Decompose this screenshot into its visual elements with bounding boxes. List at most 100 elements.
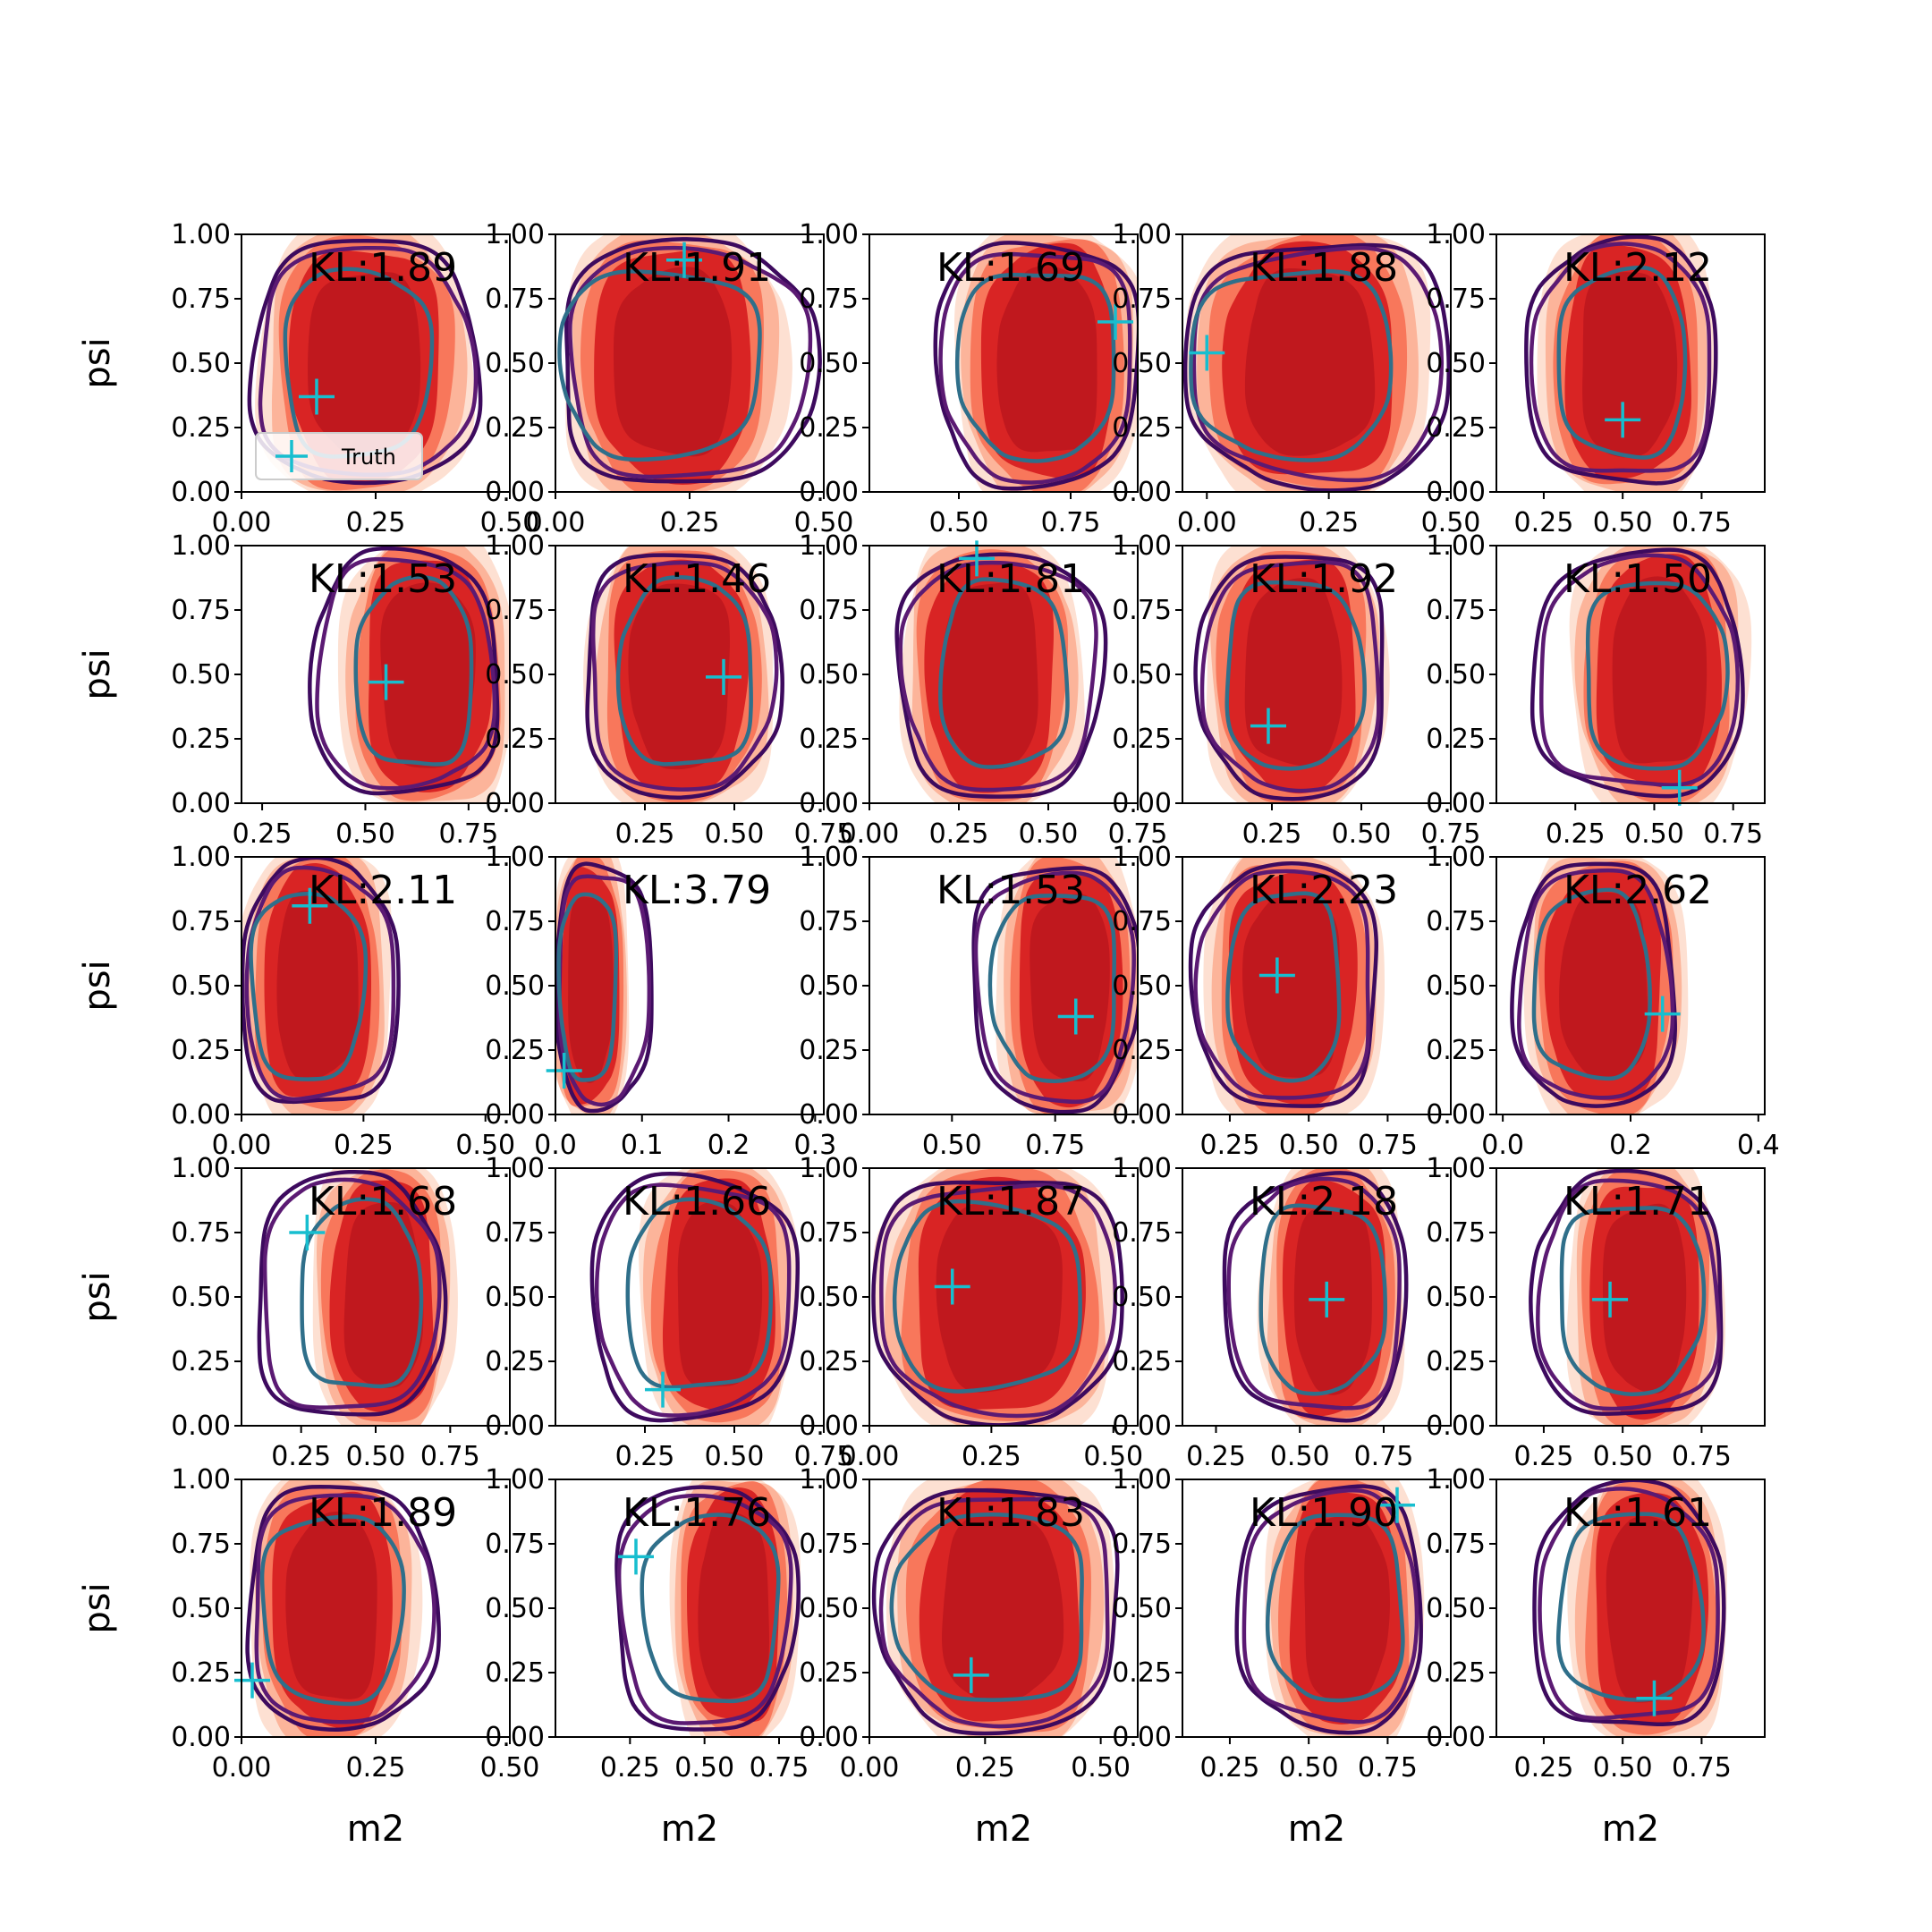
density-fill-level-5 bbox=[936, 1203, 1063, 1393]
x-axis-label: m2 bbox=[975, 1809, 1032, 1850]
truth-marker bbox=[1057, 998, 1094, 1035]
y-tick-label: 0.50 bbox=[1426, 1282, 1486, 1313]
x-tick-label: 0.50 bbox=[1421, 507, 1481, 538]
kl-annotation: KL:1.88 bbox=[1250, 245, 1398, 291]
subplot-18: 0.00 0.25 0.50 0.75 1.00 0.00 0.25 0.50 KL:1.87 bbox=[799, 1153, 1143, 1472]
x-tick-label: 0.50 bbox=[1279, 1752, 1339, 1784]
kl-annotation: KL:1.90 bbox=[1250, 1490, 1398, 1536]
y-tick-label: 1.00 bbox=[485, 530, 545, 562]
contour-middle bbox=[879, 1182, 1118, 1419]
y-tick-label: 0.75 bbox=[1426, 1217, 1486, 1249]
y-tick-label: 0.75 bbox=[799, 906, 859, 937]
y-tick-label: 0.00 bbox=[1426, 477, 1486, 508]
y-tick-label: 0.00 bbox=[485, 477, 545, 508]
y-tick-label: 1.00 bbox=[799, 1464, 859, 1496]
truth-marker bbox=[1189, 335, 1225, 371]
x-tick-label: 0.25 bbox=[1514, 1441, 1574, 1472]
contour-inner bbox=[1225, 891, 1342, 1083]
x-tick-label: 0.50 bbox=[705, 1441, 765, 1472]
y-tick-label: 0.00 bbox=[485, 1411, 545, 1442]
kl-annotation: KL:1.46 bbox=[623, 556, 771, 602]
subplot-15: 0.00 0.25 0.50 0.75 1.00 0.0 0.2 0.4 KL:2.62 bbox=[1426, 842, 1780, 1161]
x-tick-label: 0.0 bbox=[534, 1130, 577, 1161]
y-tick-label: 0.50 bbox=[799, 1282, 859, 1313]
density-fill-level-5 bbox=[1242, 892, 1340, 1078]
x-tick-label: 0.0 bbox=[1481, 1130, 1524, 1161]
x-tick-label: 0.25 bbox=[929, 818, 989, 850]
subplot-6: 0.000.250.500.751.000.25 0.50 0.75KL:1.53p… bbox=[77, 530, 511, 850]
truth-marker bbox=[1379, 1487, 1415, 1523]
x-tick-label: 0.25 bbox=[660, 507, 720, 538]
density-fill-level-5 bbox=[1244, 268, 1376, 456]
y-axis-label: psi bbox=[77, 337, 118, 388]
y-tick-label: 0.50 bbox=[171, 1593, 231, 1624]
subplot-20: 0.00 0.25 0.50 0.75 1.00 0.25 0.50 0.75 KL:1.71 bbox=[1426, 1153, 1766, 1472]
x-tick-label: 0.1 bbox=[621, 1130, 664, 1161]
x-tick-label: 0.25 bbox=[615, 1441, 675, 1472]
x-tick-label: 0.50 bbox=[1279, 1130, 1339, 1161]
y-tick-label: 0.75 bbox=[1112, 595, 1172, 626]
y-tick-label: 0.25 bbox=[485, 724, 545, 755]
contour-outer bbox=[1188, 861, 1379, 1108]
density-fill-level-5 bbox=[942, 1514, 1064, 1701]
contour-inner bbox=[615, 575, 753, 767]
kl-annotation: KL:1.53 bbox=[936, 868, 1085, 913]
y-tick-label: 1.00 bbox=[1426, 530, 1486, 562]
contour-middle bbox=[1199, 560, 1381, 793]
contour-middle bbox=[878, 1496, 1110, 1729]
contour-inner bbox=[625, 1197, 774, 1390]
contour-middle bbox=[315, 556, 497, 791]
contour-middle bbox=[1226, 1176, 1402, 1411]
x-tick-label: 0.50 bbox=[335, 818, 395, 850]
x-tick-label: 0.50 bbox=[705, 818, 765, 850]
y-tick-label: 0.75 bbox=[171, 1217, 231, 1249]
x-tick-label: 0.4 bbox=[1737, 1130, 1780, 1161]
y-tick-label: 1.00 bbox=[1112, 219, 1172, 250]
truth-marker bbox=[1661, 769, 1698, 806]
subplot-9: 0.00 0.25 0.50 0.75 1.00 0.25 0.50 0.75 KL:1.92 bbox=[1112, 530, 1480, 850]
contour-outer bbox=[1529, 1168, 1724, 1416]
y-tick-label: 1.00 bbox=[485, 842, 545, 873]
x-axis-label: m2 bbox=[661, 1809, 718, 1850]
x-tick-label: 0.75 bbox=[420, 1441, 480, 1472]
y-tick-label: 0.75 bbox=[1112, 1529, 1172, 1560]
subplot-17: 0.00 0.25 0.50 0.75 1.00 0.25 0.50 0.75 KL:1.66 bbox=[485, 1153, 853, 1472]
y-axis-label: psi bbox=[77, 1271, 118, 1322]
x-tick-label: 0.75 bbox=[794, 818, 854, 850]
density-fill-level-5 bbox=[1606, 1516, 1693, 1703]
density-fill-level-5 bbox=[677, 1200, 763, 1387]
y-tick-label: 1.00 bbox=[799, 842, 859, 873]
y-axis-label: psi bbox=[77, 648, 118, 699]
y-tick-label: 0.25 bbox=[1112, 1657, 1172, 1689]
y-tick-label: 0.00 bbox=[1426, 1099, 1486, 1131]
contour-inner bbox=[1556, 265, 1688, 460]
contour-inner bbox=[1224, 580, 1367, 771]
x-tick-label: 0.50 bbox=[346, 1441, 406, 1472]
y-tick-label: 1.00 bbox=[1112, 1464, 1172, 1496]
y-tick-label: 0.00 bbox=[1112, 788, 1172, 819]
contour-outer bbox=[308, 546, 500, 796]
contour-middle bbox=[1193, 869, 1370, 1100]
y-tick-label: 0.50 bbox=[485, 659, 545, 691]
kl-annotation: KL:1.87 bbox=[936, 1179, 1085, 1224]
contour-middle bbox=[262, 1177, 442, 1410]
contour-inner bbox=[987, 894, 1116, 1083]
x-tick-label: 0.75 bbox=[1358, 1752, 1418, 1784]
y-tick-label: 1.00 bbox=[171, 842, 231, 873]
subplot-21: 0.00 0.25 0.50 0.75 1.00 0.00 0.25 0.50 KL:1.89 p… bbox=[77, 1464, 539, 1850]
kl-annotation: KL:2.62 bbox=[1563, 868, 1712, 913]
contour-inner bbox=[640, 1513, 781, 1704]
y-tick-label: 0.75 bbox=[485, 1529, 545, 1560]
contour-middle bbox=[1536, 1178, 1722, 1411]
y-tick-label: 1.00 bbox=[171, 1153, 231, 1184]
y-tick-label: 1.00 bbox=[485, 219, 545, 250]
truth-marker bbox=[1309, 1281, 1345, 1318]
y-tick-label: 0.25 bbox=[171, 724, 231, 755]
contour-middle bbox=[254, 1493, 436, 1724]
density-fill-level-5 bbox=[343, 1202, 424, 1388]
y-tick-label: 0.00 bbox=[1426, 788, 1486, 819]
y-tick-label: 1.00 bbox=[485, 1153, 545, 1184]
density-fill-level-5 bbox=[1602, 1203, 1687, 1394]
x-tick-label: 0.00 bbox=[840, 818, 900, 850]
kl-annotation: KL:2.12 bbox=[1563, 245, 1712, 291]
